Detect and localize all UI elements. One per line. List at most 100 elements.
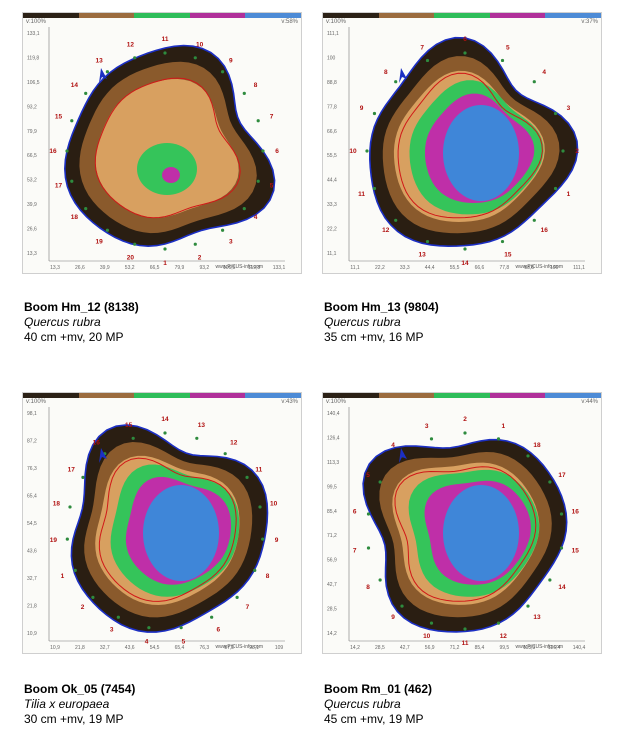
sensor-point xyxy=(256,179,260,183)
x-tick-label: 79,9 xyxy=(175,265,185,271)
x-tick-label: 113,3 xyxy=(523,645,535,651)
sensor-number: 4 xyxy=(542,69,546,76)
tomogram-panel-3: v:100% v:43% 98,1 87,2 76,3 65,4 54,5 43,6 32,… xyxy=(22,392,302,654)
sensor-point xyxy=(179,626,183,630)
tree-measurement: 30 cm +mv, 19 MP xyxy=(24,712,124,726)
y-tick-label: 54,5 xyxy=(27,521,37,527)
sensor-number: 12 xyxy=(127,41,135,48)
sensor-point xyxy=(105,70,109,74)
sensor-number: 5 xyxy=(270,183,274,190)
x-tick-label: 28,5 xyxy=(375,645,385,651)
tomogram-fill xyxy=(71,424,268,633)
sensor-number: 13 xyxy=(533,614,541,621)
y-tick-label: 44,4 xyxy=(327,178,337,184)
sensor-point xyxy=(532,80,536,84)
sensor-number: 9 xyxy=(391,614,395,621)
x-tick-label: 140,4 xyxy=(573,645,586,651)
sensor-point xyxy=(105,228,109,232)
sensor-number: 17 xyxy=(55,183,63,190)
sensor-number: 10 xyxy=(270,501,278,508)
sensor-number: 3 xyxy=(110,627,114,634)
tomogram-fill xyxy=(369,37,578,247)
sensor-number: 7 xyxy=(353,547,357,554)
sensor-point xyxy=(91,595,95,599)
sensor-point xyxy=(223,452,227,456)
y-tick-label: 113,3 xyxy=(327,460,339,466)
sensor-number: 14 xyxy=(461,260,469,267)
trunk-outline xyxy=(362,438,568,633)
sensor-point xyxy=(261,537,265,541)
sensor-number: 17 xyxy=(68,467,76,474)
blue-core xyxy=(443,104,519,202)
sensor-point xyxy=(400,604,404,608)
x-tick-label: 14,2 xyxy=(350,645,360,651)
magenta-zone xyxy=(162,167,180,183)
x-tick-label: 21,8 xyxy=(75,645,85,651)
sensor-point xyxy=(242,91,246,95)
watermark: www.PiCUS-info.com xyxy=(215,644,263,650)
x-tick-label: 133,1 xyxy=(273,265,286,271)
velocity-max-label: v:44% xyxy=(581,399,598,405)
sensor-point xyxy=(394,80,398,84)
y-tick-label: 119,8 xyxy=(27,55,39,61)
sensor-point xyxy=(559,546,564,550)
tomogram-fill xyxy=(64,45,275,247)
x-tick-label: 22,2 xyxy=(375,265,385,271)
sensor-point xyxy=(429,621,434,625)
blue-core xyxy=(443,484,519,582)
y-tick-label: 14,2 xyxy=(327,631,337,637)
sensor-point xyxy=(496,621,501,625)
x-tick-label: 98,1 xyxy=(249,645,259,651)
sensor-number: 1 xyxy=(163,260,167,267)
north-arrow-icon xyxy=(99,448,107,463)
sensor-point xyxy=(365,149,369,153)
sensor-point xyxy=(84,207,88,211)
sensor-number: 2 xyxy=(575,148,579,155)
y-tick-label: 10,9 xyxy=(27,631,37,637)
velocity-min-label: v:100% xyxy=(326,19,347,25)
sensor-point xyxy=(116,615,120,619)
x-tick-label: 10,9 xyxy=(50,645,60,651)
x-tick-label: 65,4 xyxy=(175,645,185,651)
tomogram-plot: 98,1 87,2 76,3 65,4 54,5 43,6 32,7 21,8 10,9 10,9… xyxy=(27,407,285,651)
sensor-point xyxy=(463,51,467,55)
tree-measurement: 40 cm +mv, 20 MP xyxy=(24,330,124,344)
sensor-point xyxy=(561,149,565,153)
sensor-point xyxy=(131,436,135,440)
sensor-point xyxy=(425,58,430,63)
sensor-number: 12 xyxy=(500,633,508,640)
sensor-number: 2 xyxy=(463,416,467,423)
sensor-number: 7 xyxy=(420,45,424,52)
y-tick-label: 87,2 xyxy=(27,439,37,445)
sensor-number: 13 xyxy=(198,422,206,429)
sensor-point xyxy=(500,58,505,63)
sensor-point xyxy=(559,512,564,516)
sensor-number: 14 xyxy=(558,584,566,591)
sensor-point xyxy=(163,431,167,435)
y-tick-label: 42,7 xyxy=(327,582,337,588)
tree-title: Boom Rm_01 (462) xyxy=(324,682,433,696)
sensor-point xyxy=(68,505,72,509)
x-tick-label: 33,3 xyxy=(400,265,410,271)
sensor-number: 5 xyxy=(506,45,510,52)
y-tick-label: 71,2 xyxy=(327,533,337,539)
y-tick-label: 93,2 xyxy=(27,104,37,110)
sensor-number: 16 xyxy=(49,148,57,155)
tomogram-panel-4: v:100% v:44% 140,4 126,4 113,3 99,5 85,4 71,2… xyxy=(322,392,602,654)
y-tick-label: 88,8 xyxy=(327,80,337,86)
sensor-point xyxy=(463,627,467,631)
velocity-min-label: v:100% xyxy=(326,399,347,405)
sensor-point xyxy=(81,475,85,479)
sensor-number: 18 xyxy=(533,442,541,449)
color-scale-bar xyxy=(23,13,301,18)
sensor-number: 8 xyxy=(266,573,270,580)
sensor-number: 14 xyxy=(71,82,79,89)
sensor-point xyxy=(70,179,74,183)
y-tick-label: 13,3 xyxy=(27,251,37,257)
trunk-outline xyxy=(70,424,269,633)
sensor-number: 19 xyxy=(50,537,58,544)
sensor-point xyxy=(553,111,558,116)
north-arrow-icon xyxy=(399,68,407,83)
tomogram-panel-2: v:100% v:37% 111,1 100 88,8 77,8 66,6 55,5 44,… xyxy=(322,12,602,274)
tomogram-fill xyxy=(363,439,567,632)
